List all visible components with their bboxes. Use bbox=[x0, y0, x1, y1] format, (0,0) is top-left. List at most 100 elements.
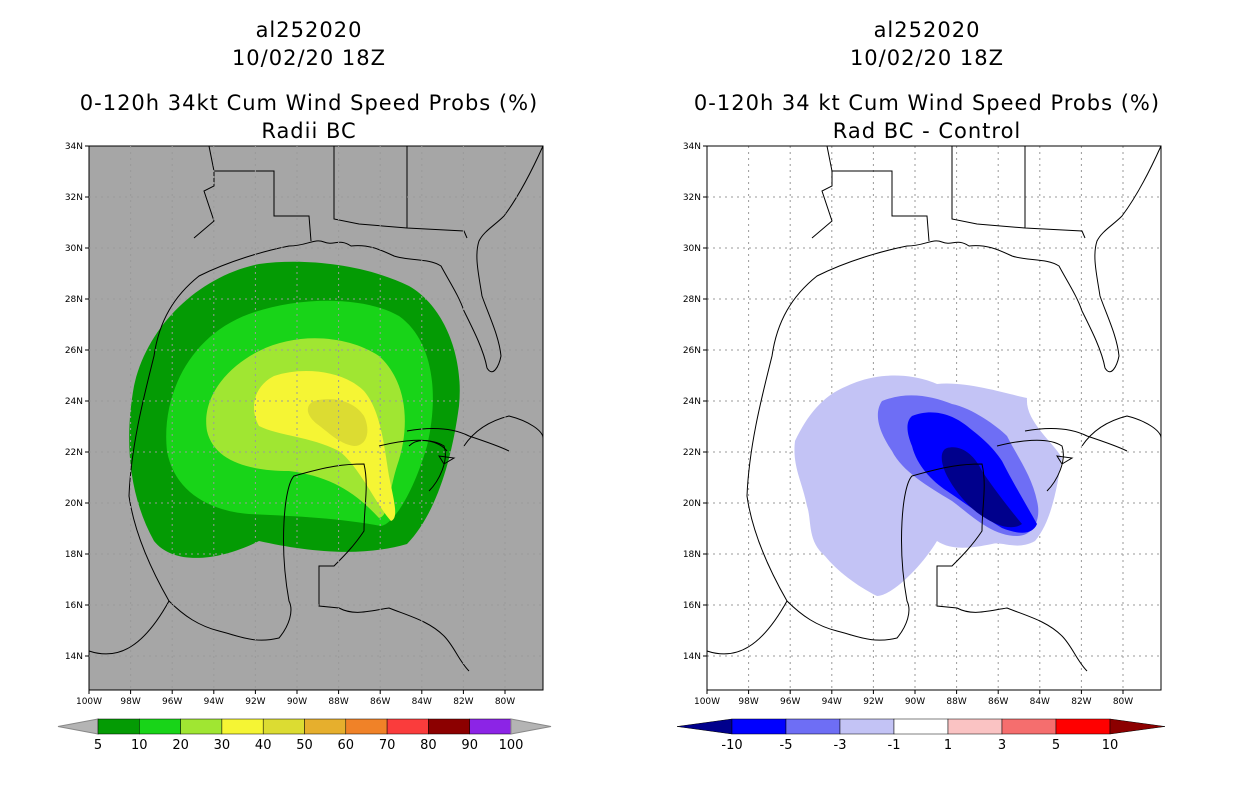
right-map-svg: 34N 32N 30N 28N 26N 24N 22N 20N 18N 16N 14N 100W 98… bbox=[676, 142, 1166, 753]
lat-label: 16N bbox=[65, 601, 83, 611]
colorbar-segment bbox=[221, 718, 264, 735]
colorbar-label: 10 bbox=[131, 738, 148, 753]
map-frame bbox=[88, 145, 544, 691]
colorbar-label: 3 bbox=[998, 738, 1006, 753]
colorbar-segment bbox=[386, 718, 429, 735]
colorbar-arrow-right bbox=[1109, 718, 1166, 735]
lat-label: 24N bbox=[65, 397, 83, 407]
colorbar-segment bbox=[345, 718, 388, 735]
storm-id: al252020 bbox=[255, 18, 363, 42]
left-map-svg: 34N 32N 30N 28N 26N 24N 22N 20N 18N 16N 14N 100W 98… bbox=[57, 142, 552, 753]
lat-label: 22N bbox=[683, 448, 701, 458]
lat-label: 24N bbox=[683, 397, 701, 407]
panel-title: 0-120h 34 kt Cum Wind Speed Probs (%) bbox=[693, 91, 1161, 115]
lon-label: 100W bbox=[694, 697, 720, 707]
colorbar-label: 50 bbox=[296, 738, 313, 753]
lat-label: 30N bbox=[65, 244, 83, 254]
lon-label: 98W bbox=[120, 697, 140, 707]
datetime: 10/02/20 18Z bbox=[849, 46, 1005, 70]
lat-label: 22N bbox=[65, 448, 83, 458]
latitude-labels: 34N 32N 30N 28N 26N 24N 22N 20N 18N 16N 14N bbox=[683, 142, 707, 662]
lon-label: 80W bbox=[495, 697, 515, 707]
colorbar-segment bbox=[97, 718, 140, 735]
lat-label: 20N bbox=[683, 499, 701, 509]
colorbar-label: 70 bbox=[379, 738, 396, 753]
colorbar-segment bbox=[947, 718, 1003, 735]
colorbar-label: 10 bbox=[1102, 738, 1119, 753]
coastlines bbox=[88, 145, 544, 672]
lon-label: 84W bbox=[1030, 697, 1050, 707]
lon-label: 82W bbox=[453, 697, 473, 707]
longitude-labels: 100W 98W 96W 94W 92W 90W 88W 86W 84W 82W 80W bbox=[76, 690, 515, 707]
lon-label: 80W bbox=[1113, 697, 1133, 707]
colorbar-label: 80 bbox=[420, 738, 437, 753]
colorbar-segment bbox=[428, 718, 470, 735]
colorbar-label: 40 bbox=[255, 738, 272, 753]
lat-label: 16N bbox=[683, 601, 701, 611]
datetime: 10/02/20 18Z bbox=[231, 46, 387, 70]
map-frame bbox=[706, 145, 1162, 691]
colorbar-segment bbox=[304, 718, 347, 735]
lon-label: 94W bbox=[822, 697, 842, 707]
prob-contour-40 bbox=[307, 399, 368, 446]
panel-subtitle: Rad BC - Control bbox=[832, 119, 1022, 143]
colorbar-label: 30 bbox=[214, 738, 231, 753]
colorbar-label: 5 bbox=[1052, 738, 1060, 753]
coastlines bbox=[706, 145, 1162, 672]
storm-id: al252020 bbox=[873, 18, 981, 42]
lat-label: 30N bbox=[683, 244, 701, 254]
colorbar-label: 20 bbox=[172, 738, 189, 753]
lon-label: 98W bbox=[738, 697, 758, 707]
colorbar-label: -3 bbox=[834, 738, 847, 753]
latitude-labels: 34N 32N 30N 28N 26N 24N 22N 20N 18N 16N 14N bbox=[65, 142, 89, 662]
colorbar-arrow-left bbox=[57, 718, 99, 735]
lat-label: 28N bbox=[65, 295, 83, 305]
lon-label: 88W bbox=[946, 697, 966, 707]
colorbar-segment bbox=[180, 718, 223, 735]
colorbar-segment bbox=[731, 718, 787, 735]
lon-label: 96W bbox=[780, 697, 800, 707]
colorbar-segment bbox=[469, 718, 512, 735]
colorbar-label: -5 bbox=[780, 738, 793, 753]
lon-label: 90W bbox=[905, 697, 925, 707]
diff-contour-minus10 bbox=[941, 447, 1022, 528]
colorbar-segment bbox=[139, 718, 181, 735]
right-colorbar: -10 -5 -3 -1 1 3 5 10 bbox=[676, 718, 1166, 753]
colorbar-segment bbox=[262, 718, 305, 735]
lon-label: 84W bbox=[412, 697, 432, 707]
panel-title: 0-120h 34kt Cum Wind Speed Probs (%) bbox=[79, 91, 539, 115]
colorbar-label: -10 bbox=[721, 738, 742, 753]
lat-label: 34N bbox=[683, 142, 701, 152]
lon-label: 94W bbox=[204, 697, 224, 707]
panel-subtitle: Radii BC bbox=[261, 119, 357, 143]
colorbar-arrow-right bbox=[510, 718, 552, 735]
longitude-labels: 100W 98W 96W 94W 92W 90W 88W 86W 84W 82W 80W bbox=[694, 690, 1133, 707]
lat-label: 32N bbox=[683, 193, 701, 203]
lat-label: 34N bbox=[65, 142, 83, 152]
lon-label: 86W bbox=[370, 697, 390, 707]
colorbar-segment bbox=[1001, 718, 1057, 735]
colorbar-label: 60 bbox=[338, 738, 355, 753]
lat-label: 14N bbox=[65, 652, 83, 662]
lon-label: 92W bbox=[245, 697, 265, 707]
colorbar-label: 90 bbox=[461, 738, 478, 753]
lat-label: 28N bbox=[683, 295, 701, 305]
lat-label: 32N bbox=[65, 193, 83, 203]
lon-label: 96W bbox=[162, 697, 182, 707]
colorbar-segment bbox=[839, 718, 895, 735]
lat-label: 26N bbox=[683, 346, 701, 356]
lon-label: 92W bbox=[863, 697, 883, 707]
lon-label: 86W bbox=[988, 697, 1008, 707]
colorbar-label: 1 bbox=[944, 738, 952, 753]
lat-label: 14N bbox=[683, 652, 701, 662]
lat-label: 26N bbox=[65, 346, 83, 356]
left-panel: al252020 10/02/20 18Z 0-120h 34kt Cum Wi… bbox=[57, 18, 552, 753]
prob-contour-30 bbox=[254, 371, 396, 521]
lat-label: 20N bbox=[65, 499, 83, 509]
colorbar-label: 100 bbox=[499, 738, 524, 753]
lon-label: 82W bbox=[1071, 697, 1091, 707]
colorbar-label: -1 bbox=[888, 738, 901, 753]
left-colorbar: 5 10 20 30 40 50 60 70 80 90 100 bbox=[57, 718, 552, 753]
lat-lon-grid bbox=[89, 146, 543, 690]
colorbar-arrow-left bbox=[676, 718, 733, 735]
